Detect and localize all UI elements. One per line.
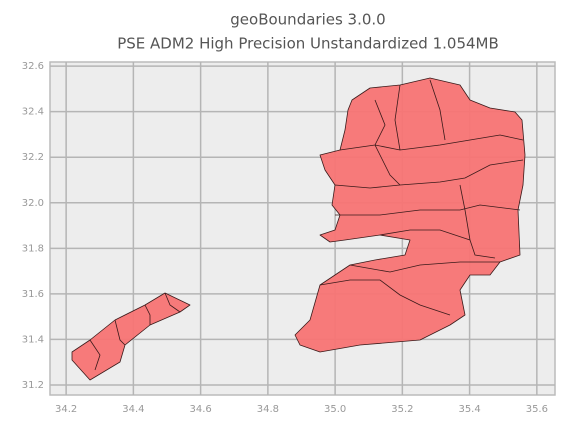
- chart-title: geoBoundaries 3.0.0: [230, 11, 385, 29]
- x-tick-label: 35.2: [391, 404, 413, 415]
- y-tick-label: 32.0: [22, 198, 44, 209]
- y-tick-label: 31.8: [22, 243, 44, 254]
- x-tick-label: 34.4: [122, 404, 144, 415]
- y-tick-label: 31.6: [22, 289, 44, 300]
- x-tick-label: 35.0: [324, 404, 346, 415]
- y-tick-label: 32.6: [22, 61, 44, 72]
- x-tick-label: 35.4: [458, 404, 480, 415]
- chart-subtitle: PSE ADM2 High Precision Unstandardized 1…: [117, 35, 499, 53]
- x-tick-label: 34.2: [55, 404, 77, 415]
- y-tick-label: 32.2: [22, 152, 44, 163]
- x-tick-label: 34.6: [189, 404, 211, 415]
- map-shapes: [71, 77, 526, 381]
- y-tick-label: 32.4: [22, 107, 44, 118]
- y-tick-label: 31.4: [22, 334, 44, 345]
- district-border: [319, 79, 524, 316]
- x-tick-label: 35.6: [526, 404, 548, 415]
- x-tick-label: 34.8: [257, 404, 279, 415]
- district-border: [89, 292, 181, 371]
- y-tick-label: 31.2: [22, 380, 44, 391]
- west-bank: [294, 77, 526, 353]
